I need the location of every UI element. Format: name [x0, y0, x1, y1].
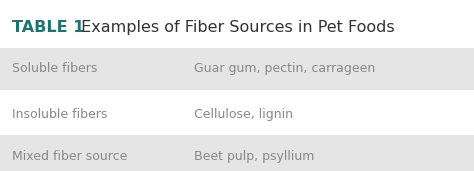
Text: Mixed fiber source: Mixed fiber source — [12, 149, 127, 163]
Text: Cellulose, lignin: Cellulose, lignin — [194, 108, 293, 121]
Bar — [0, 48, 474, 90]
Bar — [0, 135, 474, 171]
Text: Soluble fibers: Soluble fibers — [12, 62, 97, 75]
Bar — [0, 93, 474, 135]
Text: Examples of Fiber Sources in Pet Foods: Examples of Fiber Sources in Pet Foods — [76, 20, 394, 35]
Text: TABLE 1: TABLE 1 — [12, 20, 84, 35]
Text: 1: 1 — [472, 14, 474, 23]
Text: Insoluble fibers: Insoluble fibers — [12, 108, 107, 121]
Text: Beet pulp, psyllium: Beet pulp, psyllium — [194, 149, 315, 163]
Text: Guar gum, pectin, carrageen: Guar gum, pectin, carrageen — [194, 62, 375, 75]
